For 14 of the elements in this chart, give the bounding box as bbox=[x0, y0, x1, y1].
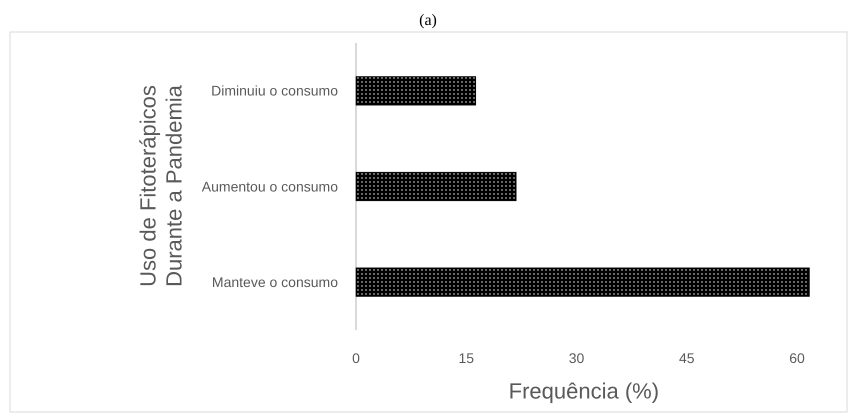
y-tick-label: Manteve o consumo bbox=[212, 274, 338, 290]
x-tick-label: 0 bbox=[352, 350, 360, 366]
y-tick-label: Aumentou o consumo bbox=[202, 178, 338, 194]
chart-title: (a) bbox=[419, 12, 437, 29]
x-axis-title: Frequência (%) bbox=[508, 378, 660, 404]
bar bbox=[356, 76, 476, 106]
y-tick-label: Diminuiu o consumo bbox=[211, 82, 338, 99]
x-tick-label: 60 bbox=[789, 350, 805, 366]
bar bbox=[356, 268, 810, 297]
x-tick-label: 15 bbox=[458, 350, 474, 366]
x-tick-label: 45 bbox=[678, 350, 695, 366]
x-tick-label: 30 bbox=[568, 350, 584, 366]
y-axis-title: Uso de Fitoterápicos Durante a Pandemia bbox=[136, 84, 187, 287]
bar bbox=[356, 172, 516, 202]
